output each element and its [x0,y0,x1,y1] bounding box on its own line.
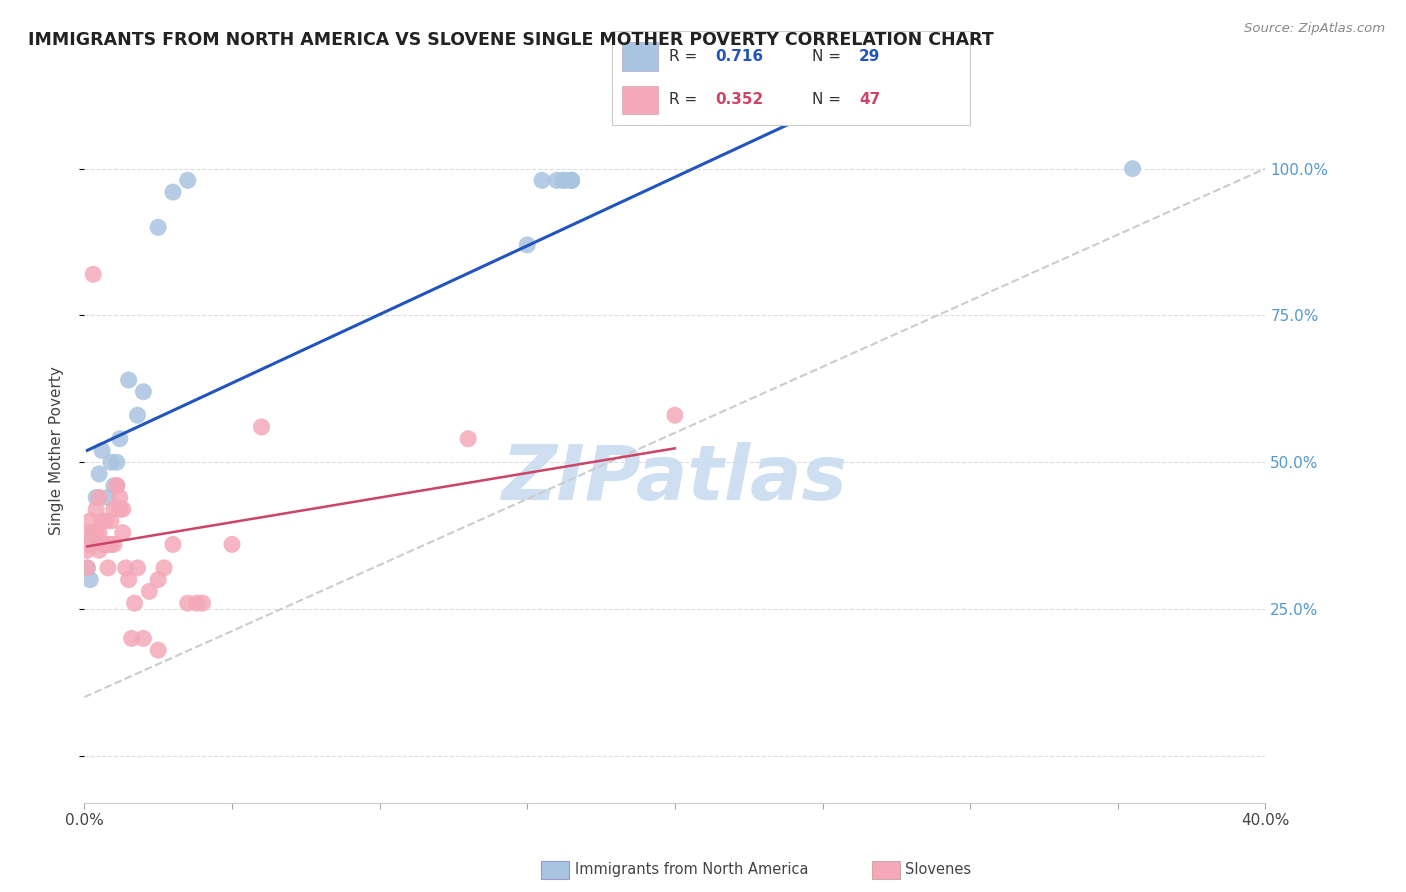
Point [127,561,149,575]
Point [664,409,686,423]
Point [91,537,114,551]
Point [91,443,114,458]
Point [82,268,104,282]
Point [111,525,134,540]
Text: Slovenes: Slovenes [905,863,972,877]
Point [76,543,98,558]
Text: 0.352: 0.352 [716,92,763,107]
Point [186,596,208,610]
Text: ZIPatlas: ZIPatlas [502,442,848,516]
Point [84,491,107,505]
Text: IMMIGRANTS FROM NORTH AMERICA VS SLOVENE SINGLE MOTHER POVERTY CORRELATION CHART: IMMIGRANTS FROM NORTH AMERICA VS SLOVENE… [28,31,994,49]
Point [79,514,101,528]
Point [103,502,125,516]
Point [148,573,170,587]
Point [105,455,128,469]
Point [516,238,538,252]
Point [108,432,131,446]
Text: N =: N = [813,49,846,64]
Point [84,532,107,546]
Point [76,525,98,540]
Point [114,561,136,575]
Text: Immigrants from North America: Immigrants from North America [575,863,808,877]
Point [94,514,117,528]
Text: N =: N = [813,92,846,107]
Point [76,561,98,575]
Text: 29: 29 [859,49,880,64]
Point [250,420,273,434]
Point [177,596,200,610]
Text: R =: R = [669,92,702,107]
Point [1122,161,1144,176]
Point [118,573,141,587]
Point [191,596,214,610]
Point [127,409,149,423]
Point [79,573,101,587]
Bar [623,86,658,113]
Point [82,525,104,540]
Point [103,537,125,551]
Point [105,478,128,492]
Point [148,220,170,235]
Point [108,491,131,505]
Text: Source: ZipAtlas.com: Source: ZipAtlas.com [1244,22,1385,36]
Point [97,537,120,551]
Point [82,525,104,540]
Point [82,525,104,540]
Point [103,478,125,492]
Point [118,373,141,387]
Text: R =: R = [669,49,702,64]
Point [132,384,155,399]
Point [132,632,155,646]
Point [457,432,479,446]
Point [531,173,554,187]
Point [97,561,120,575]
Point [79,537,101,551]
Point [121,632,143,646]
Point [111,502,134,516]
Point [87,525,111,540]
Point [100,514,122,528]
Point [162,185,184,199]
Point [153,561,176,575]
Point [138,584,160,599]
Point [97,491,120,505]
Point [84,525,107,540]
Point [162,537,184,551]
Y-axis label: Single Mother Poverty: Single Mother Poverty [49,366,63,535]
Point [100,455,122,469]
Point [87,467,111,481]
Point [554,173,576,187]
Point [87,491,111,505]
Point [108,502,131,516]
Point [561,173,583,187]
Point [221,537,243,551]
Point [148,643,170,657]
Point [561,173,583,187]
Point [94,537,117,551]
Point [177,173,200,187]
Bar [623,43,658,70]
Point [76,561,98,575]
Point [84,502,107,516]
Point [76,537,98,551]
Text: 47: 47 [859,92,880,107]
Point [124,596,146,610]
Point [105,478,128,492]
Point [100,537,122,551]
Point [94,537,117,551]
Point [561,173,583,187]
Point [551,173,574,187]
Point [91,514,114,528]
Text: 0.716: 0.716 [716,49,763,64]
Point [546,173,568,187]
Point [87,543,111,558]
